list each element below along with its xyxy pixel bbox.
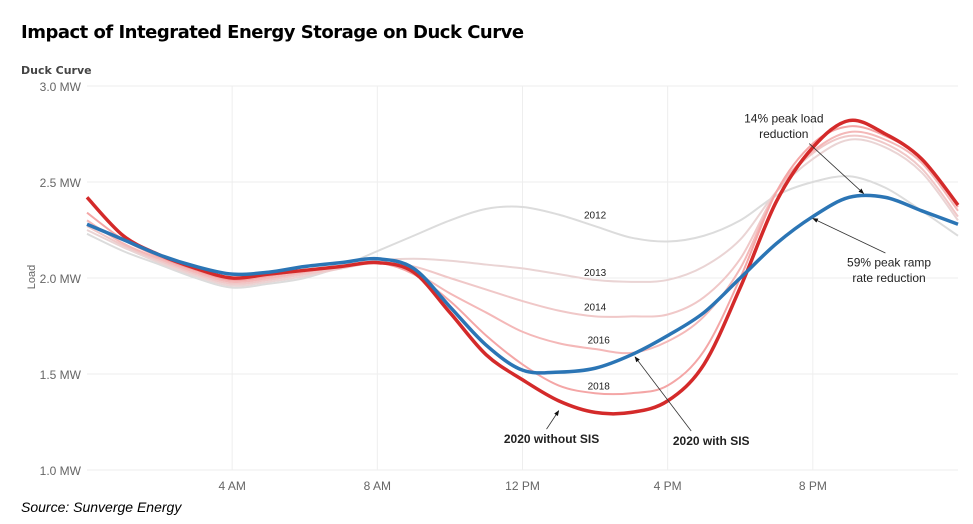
series-line-2020-without-sis: [85, 118, 960, 416]
annotation-arrow: [812, 218, 886, 254]
series-line-2013: [86, 138, 959, 287]
annotation-label: 2016: [588, 335, 611, 346]
chart-title: Impact of Integrated Energy Storage on D…: [21, 22, 524, 43]
series-line-2016: [86, 130, 959, 355]
source-note: Source: Sunverge Energy: [21, 499, 182, 515]
chart-subtitle: Duck Curve: [21, 64, 92, 77]
annotation-label: 2020 with SIS: [673, 434, 750, 448]
x-tick-label: 4 AM: [218, 479, 245, 493]
annotation-label: 2012: [584, 210, 607, 221]
annotation-arrow: [808, 143, 865, 194]
series-line-2020-with-sis: [86, 193, 959, 375]
y-tick-label: 3.0 MW: [40, 80, 82, 94]
annotation-label: rate reduction: [852, 271, 925, 285]
x-tick-label: 8 PM: [799, 479, 827, 493]
annotation-arrow: [546, 410, 560, 430]
y-tick-label: 2.0 MW: [40, 272, 82, 286]
y-axis-label: Load: [26, 265, 38, 289]
annotation-label: 59% peak ramp: [847, 255, 931, 269]
annotation-label: 2013: [584, 268, 607, 279]
x-tick-label: 12 PM: [505, 479, 540, 493]
x-tick-label: 8 AM: [364, 479, 391, 493]
y-tick-label: 1.5 MW: [40, 368, 82, 382]
series-line-2014: [86, 134, 959, 318]
annotation-arrow: [634, 356, 692, 432]
x-tick-label: 4 PM: [654, 479, 682, 493]
annotation-label: 14% peak load: [744, 111, 823, 125]
annotation-label: reduction: [759, 127, 808, 141]
series-line-2018: [86, 125, 959, 396]
y-tick-label: 2.5 MW: [40, 176, 82, 190]
annotation-label: 2014: [584, 303, 607, 314]
annotation-label: 2018: [588, 381, 611, 392]
y-tick-label: 1.0 MW: [40, 464, 82, 478]
annotation-label: 2020 without SIS: [504, 432, 599, 446]
series-line-2012: [86, 175, 959, 289]
